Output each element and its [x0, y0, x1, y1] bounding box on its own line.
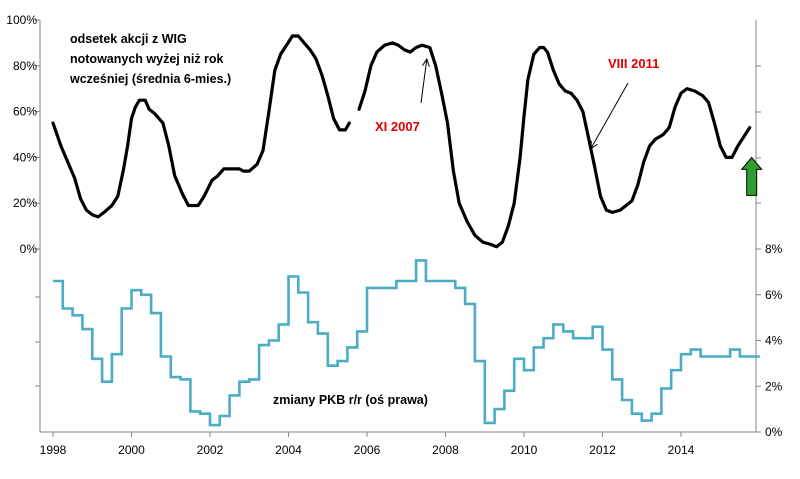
x-tick-label: 2006 — [354, 443, 381, 457]
series1-label-line3: wcześniej (średnia 6-mies.) — [69, 72, 231, 86]
left-tick-label: 0% — [20, 242, 38, 256]
right-tick-label: 6% — [765, 288, 783, 302]
annotation-xi-2007: XI 2007 — [375, 119, 420, 134]
green-up-arrow-icon — [740, 156, 763, 196]
left-tick-label: 40% — [13, 150, 37, 164]
left-tick-label: 60% — [13, 105, 37, 119]
series-wig-line-segment — [357, 41, 752, 249]
series-gdp-step-line — [53, 259, 760, 427]
x-tick-label: 2014 — [668, 443, 695, 457]
series-wig-line-segment — [51, 34, 351, 219]
arrow-viii-2011-head — [590, 140, 598, 150]
tick-labels: 0% 20% 40% 60% 80% 100% 0% 2% 4% 6% 8% 1998 2000 2002… — [6, 13, 782, 457]
x-tick-label: 1998 — [40, 443, 67, 457]
series1-label-line1: odsetek akcji z WIG — [70, 32, 187, 46]
right-tick-label: 4% — [765, 334, 783, 348]
right-tick-label: 2% — [765, 379, 783, 393]
series-layer — [51, 34, 760, 427]
x-tick-label: 2004 — [275, 443, 302, 457]
annotations-layer: odsetek akcji z WIG notowanych wyżej niż… — [69, 32, 763, 407]
arrow-xi-2007-head — [422, 57, 430, 67]
x-tick-label: 2000 — [118, 443, 145, 457]
x-tick-label: 2008 — [432, 443, 459, 457]
series1-label-line2: notowanych wyżej niż rok — [70, 52, 224, 66]
x-tick-label: 2010 — [511, 443, 538, 457]
left-tick-label: 80% — [13, 59, 37, 73]
x-tick-label: 2002 — [197, 443, 224, 457]
axes — [35, 19, 761, 437]
x-tick-label: 2012 — [589, 443, 616, 457]
series2-label: zmiany PKB r/r (oś prawa) — [273, 393, 428, 407]
left-tick-label: 100% — [6, 13, 37, 27]
annotation-viii-2011: VIII 2011 — [608, 56, 659, 71]
arrow-viii-2011-shaft — [590, 82, 629, 150]
arrow-xi-2007-shaft — [420, 58, 428, 104]
left-tick-label: 20% — [13, 196, 37, 210]
right-tick-label: 0% — [765, 425, 783, 439]
right-tick-label: 8% — [765, 242, 783, 256]
